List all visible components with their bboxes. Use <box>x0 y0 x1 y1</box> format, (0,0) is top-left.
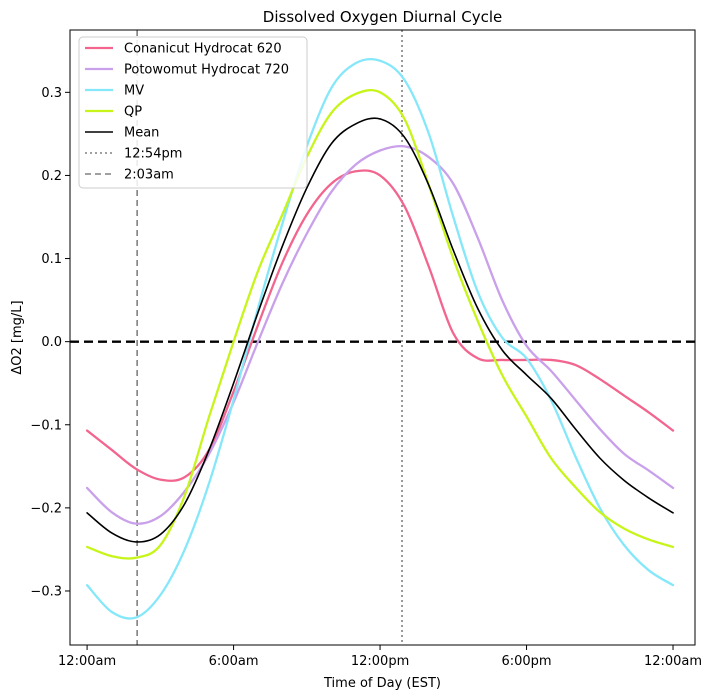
plot-frame <box>69 29 696 646</box>
series-line-qp <box>85 88 675 560</box>
legend-label: Conanicut Hydrocat 620 <box>124 42 282 57</box>
chart-title: Dissolved Oxygen Diurnal Cycle <box>263 8 502 26</box>
series-line-mv <box>85 57 675 620</box>
legend-label: Potowomut Hydrocat 720 <box>124 63 289 78</box>
x-axis: 12:00am 6:00am 12:00pm 6:00pm 12:00am <box>58 645 702 669</box>
legend: Conanicut Hydrocat 620 Potowomut Hydrocat… <box>78 36 308 189</box>
y-tick-label: 0.2 <box>41 169 62 184</box>
y-tick-label: 0.0 <box>41 335 62 350</box>
legend-label: 12:54pm <box>124 147 182 162</box>
x-tick-label: 6:00am <box>209 654 259 669</box>
x-tick-label: 12:00am <box>58 654 116 669</box>
y-axis: −0.3 −0.2 −0.1 0.0 0.1 0.2 0.3 <box>30 86 70 599</box>
legend-label: 2:03am <box>124 168 174 183</box>
series-line-conanicut-hydrocat-620 <box>85 169 675 482</box>
y-tick-label: 0.3 <box>41 86 62 101</box>
x-tick-label: 12:00pm <box>351 654 409 669</box>
x-tick-label: 12:00am <box>644 654 702 669</box>
x-axis-label: Time of Day (EST) <box>323 676 441 691</box>
y-tick-label: 0.1 <box>41 252 62 267</box>
series-lines <box>85 57 675 620</box>
y-axis-label: ΔO2 [mg/L] <box>10 300 25 374</box>
y-tick-label: −0.2 <box>30 501 62 516</box>
legend-label: Mean <box>124 126 159 141</box>
legend-label: MV <box>124 84 144 99</box>
x-tick-label: 6:00pm <box>501 654 551 669</box>
legend-box <box>78 36 308 189</box>
y-tick-label: −0.1 <box>30 418 62 433</box>
y-tick-label: −0.3 <box>30 584 62 599</box>
series-line-potowomut-hydrocat-720 <box>85 144 675 525</box>
legend-label: QP <box>124 105 142 120</box>
series-line-mean <box>86 117 674 543</box>
